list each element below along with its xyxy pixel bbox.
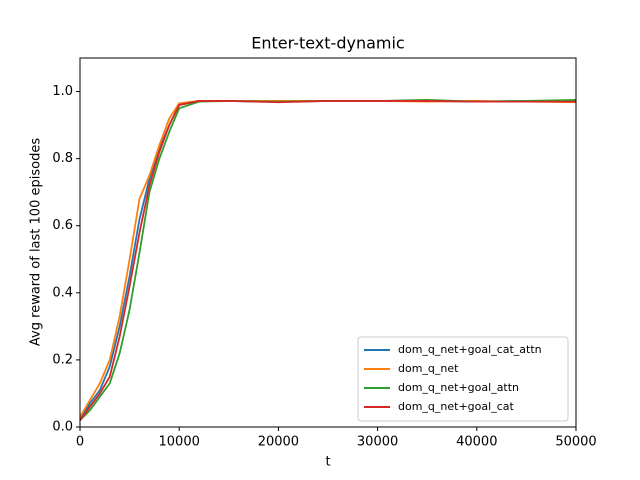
x-tick-label: 30000 (357, 435, 398, 450)
y-tick-label: 0.6 (52, 218, 73, 233)
y-tick-label: 0.2 (52, 352, 73, 367)
y-tick-label: 0.0 (52, 420, 73, 435)
legend-label: dom_q_net+goal_cat (398, 400, 514, 413)
legend-label: dom_q_net+goal_attn (398, 381, 519, 394)
legend-label: dom_q_net (398, 362, 459, 375)
x-tick-label: 0 (76, 435, 84, 450)
x-axis-label: t (325, 455, 330, 470)
y-axis-label: Avg reward of last 100 episodes (29, 138, 44, 346)
legend: dom_q_net+goal_cat_attn dom_q_net dom_q_ne… (357, 336, 569, 422)
legend-label: dom_q_net+goal_cat_attn (398, 343, 542, 356)
chart-title: Enter-text-dynamic (251, 34, 404, 53)
legend-box (357, 336, 569, 422)
x-tick-label: 50000 (555, 435, 596, 450)
y-tick-label: 0.4 (52, 285, 73, 300)
y-tick-label: 1.0 (52, 84, 73, 99)
x-tick-label: 40000 (456, 435, 497, 450)
x-tick-label: 10000 (159, 435, 200, 450)
plot-frame (79, 57, 577, 428)
y-tick-label: 0.8 (52, 151, 73, 166)
x-tick-label: 20000 (258, 435, 299, 450)
series-line (79, 100, 576, 421)
